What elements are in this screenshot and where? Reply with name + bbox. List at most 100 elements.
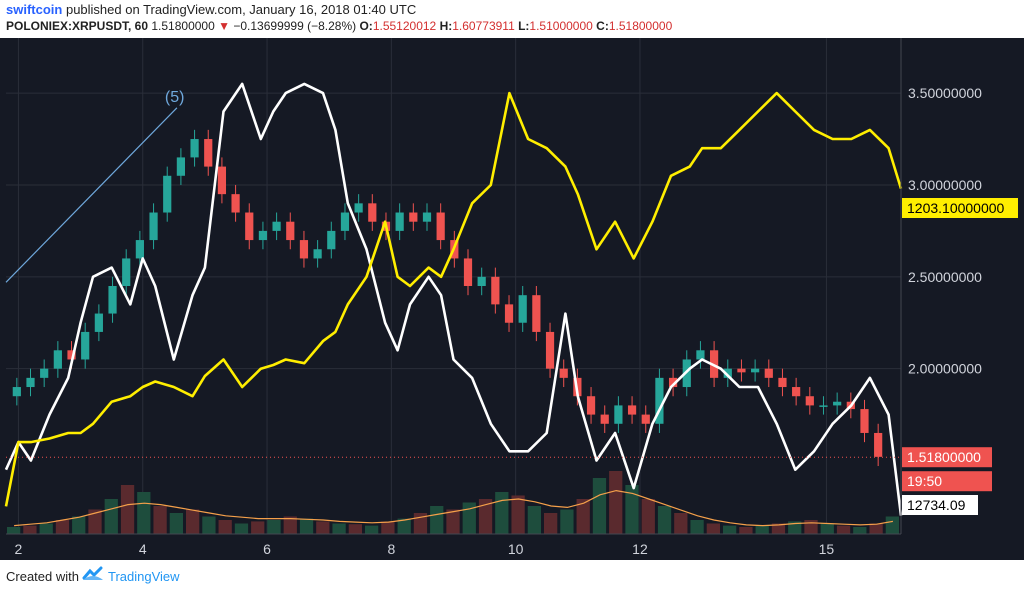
volume-bar — [153, 506, 167, 534]
x-tick-label: 15 — [819, 541, 835, 557]
trend-line — [5, 107, 178, 283]
candle-body — [67, 350, 76, 360]
volume-bar — [625, 485, 639, 534]
volume-bars — [7, 471, 899, 534]
volume-bar — [755, 525, 769, 534]
candle-body — [696, 350, 705, 360]
volume-bar — [104, 499, 118, 534]
candle-body — [313, 249, 322, 259]
volume-bar — [674, 513, 688, 534]
volume-bar — [478, 499, 493, 534]
candle-body — [463, 258, 473, 286]
volume-bar — [39, 523, 53, 534]
volume-bar — [397, 518, 411, 534]
price-labels: 1203.10000000 1.51800000 19:50 12734.09 — [6, 198, 1018, 515]
volume-bar — [853, 527, 867, 534]
created-with-text: Created with — [6, 569, 79, 584]
candle-body — [805, 396, 814, 406]
x-tick-label: 6 — [263, 541, 271, 557]
candle-body — [641, 414, 650, 424]
x-tick-label: 10 — [508, 541, 524, 557]
candle-body — [327, 230, 336, 250]
candle-body — [792, 387, 801, 397]
x-tick-label: 8 — [387, 541, 395, 557]
volume-bar — [495, 492, 509, 534]
price-chart[interactable]: (5) 3.50000000 3.00000000 2.50000000 2.0000… — [0, 38, 1024, 560]
white-series-label-text: 12734.09 — [907, 497, 966, 513]
candle-body — [204, 139, 213, 167]
candle-body — [299, 240, 309, 259]
candle-body — [751, 368, 760, 373]
volume-bar — [430, 506, 444, 534]
close-label: C: — [596, 19, 609, 33]
yellow-price-label-text: 1203.10000000 — [907, 200, 1005, 216]
ohlc-line: POLONIEX:XRPUSDT, 60 1.51800000 ▼ −0.136… — [6, 19, 672, 33]
candle-body — [40, 368, 49, 378]
candle-body — [668, 377, 678, 388]
price-change: −0.13699999 (−8.28%) — [233, 19, 357, 33]
volume-bar — [788, 521, 802, 534]
y-tick-label: 3.50000000 — [908, 85, 982, 101]
open-value: 1.55120012 — [372, 19, 437, 33]
volume-bar — [804, 520, 818, 534]
volume-bar — [446, 509, 460, 534]
volume-bar — [576, 499, 590, 534]
countdown-label-text: 19:50 — [907, 473, 942, 489]
tradingview-logo-icon[interactable] — [82, 566, 104, 582]
candle-body — [600, 414, 609, 424]
volume-bar — [885, 516, 899, 534]
candle-body — [340, 212, 350, 231]
volume-bar — [609, 471, 623, 534]
candle-body — [176, 157, 185, 176]
volume-bar — [202, 516, 216, 534]
volume-bar — [820, 523, 834, 534]
candle-body — [245, 212, 254, 241]
volume-bar — [316, 521, 330, 534]
tradingview-brand[interactable]: TradingView — [108, 569, 180, 584]
overlay-lines — [4, 82, 903, 516]
wave-label: (5) — [165, 89, 185, 106]
volume-bar — [218, 520, 232, 534]
candle-body — [491, 276, 500, 305]
candle-body — [122, 258, 131, 286]
volume-bar — [72, 516, 86, 534]
volume-bar — [348, 524, 362, 534]
volume-bar — [706, 523, 720, 534]
candle-body — [149, 212, 158, 241]
candle-body — [436, 212, 445, 241]
volume-bar — [251, 521, 265, 534]
candle-body — [368, 203, 377, 222]
grid — [6, 38, 901, 534]
volume-bar — [381, 521, 395, 534]
volume-bar — [7, 527, 21, 534]
candle-body — [354, 203, 363, 213]
volume-bar — [332, 523, 346, 534]
last-price-label: 1.51800000 — [902, 447, 992, 468]
volume-bar — [511, 495, 525, 534]
candle-body — [833, 401, 842, 406]
volume-ma-line — [14, 489, 894, 527]
volume-bar — [88, 509, 102, 534]
volume-bar — [137, 492, 151, 534]
last-price: 1.51800000 — [151, 19, 215, 33]
volume-bar — [462, 502, 476, 534]
low-label: L: — [518, 19, 530, 33]
y-axis: 3.50000000 3.00000000 2.50000000 2.00000000 — [900, 38, 982, 534]
symbol-label: POLONIEX:XRPUSDT, 60 — [6, 19, 149, 33]
candle-body — [108, 286, 117, 314]
volume-bar — [592, 478, 607, 534]
volume-bar — [739, 527, 753, 534]
author-name[interactable]: swiftcoin — [6, 2, 63, 17]
last-price-label-text: 1.51800000 — [907, 449, 981, 465]
volume-bar — [267, 520, 281, 534]
y-tick-label: 2.50000000 — [908, 269, 982, 285]
candle-body — [627, 405, 637, 415]
candle-body — [614, 405, 623, 424]
volume-bar — [527, 506, 541, 534]
candle-body — [395, 212, 404, 231]
candle-body — [231, 194, 240, 213]
volume-bar — [23, 525, 37, 534]
volume-bar — [560, 509, 574, 534]
y-tick-label: 3.00000000 — [908, 177, 982, 193]
volume-bar — [723, 525, 737, 534]
